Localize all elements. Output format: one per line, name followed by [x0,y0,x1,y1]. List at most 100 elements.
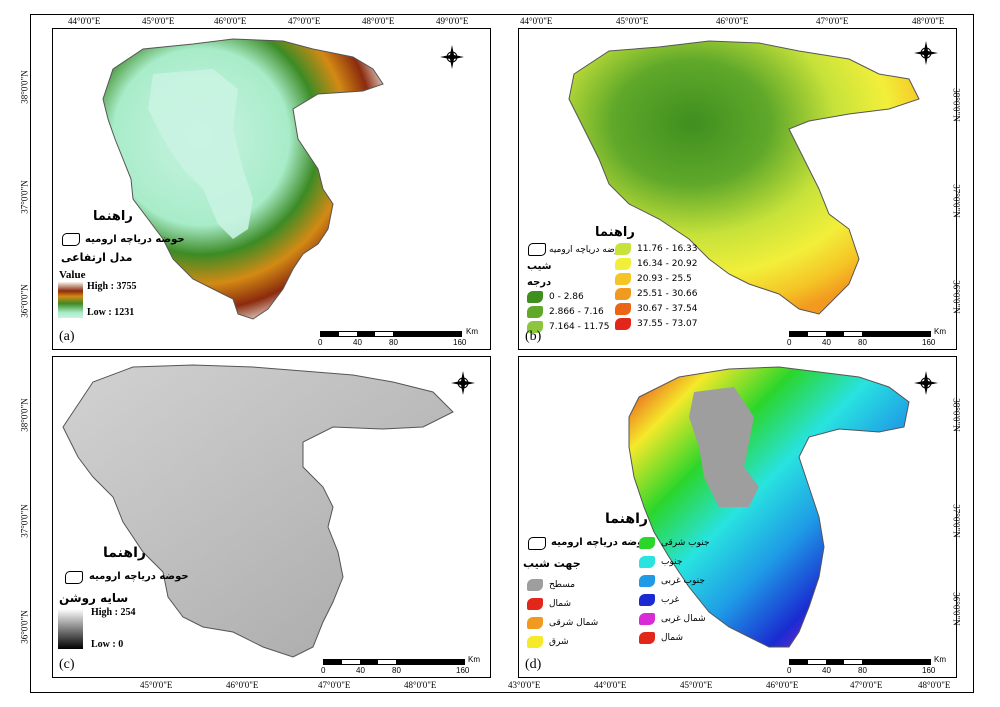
legend-swatch [615,318,631,330]
legend-swatch [615,303,631,315]
legend-title: راهنما [103,545,146,561]
legend-value-title: Value [59,269,86,281]
x-tick: 45°0'0"E [140,680,173,690]
legend-class-label: شرق [549,637,569,647]
x-tick: 46°0'0"E [214,16,247,26]
scale-bar [789,331,931,337]
x-tick: 45°0'0"E [680,680,713,690]
scale-label: 40 [353,338,362,347]
legend-swatch [639,594,655,606]
legend-class-label: مسطح [549,580,576,590]
x-tick: 45°0'0"E [616,16,649,26]
scale-bar [323,659,465,665]
y-tick: 38°0'0"N [951,398,962,432]
scale-label: Km [468,655,480,664]
x-tick: 48°0'0"E [912,16,945,26]
y-tick: 37°0'0"N [951,504,962,538]
elevation-map [102,38,384,320]
basin-outline-icon [62,233,80,246]
north-arrow-icon [449,369,477,397]
x-tick: 47°0'0"E [816,16,849,26]
legend-class-label: شمال غربی [661,614,706,624]
scale-label: 40 [822,666,831,675]
y-tick: 36°0'0"N [951,280,962,314]
basin-shape [628,366,910,648]
scale-label: 0 [321,666,326,675]
y-tick: 36°0'0"N [19,610,30,644]
legend-high: High : 3755 [87,281,137,292]
basin-outline-icon [528,243,546,256]
panel-b-slope: راهنما حوضه دریاچه ارومیه شیب درجه 0 - 2… [518,28,957,350]
scale-label: 40 [356,666,365,675]
basin-outline-icon [65,571,83,584]
legend-layer: جهت شیب [523,557,581,570]
legend-swatch [639,613,655,625]
legend-swatch [615,288,631,300]
basin-shape [568,40,920,315]
legend-class-label: 2.866 - 7.16 [549,307,604,317]
legend-title: راهنما [595,225,635,240]
legend-class-label: 30.67 - 37.54 [637,304,698,314]
legend-class-label: شمال شرقی [549,618,599,628]
scale-label: Km [934,327,946,336]
y-tick: 38°0'0"N [951,88,962,122]
y-tick: 38°0'0"N [19,398,30,432]
legend-class-label: جنوب شرقی [661,538,710,548]
x-tick: 47°0'0"E [850,680,883,690]
lake-flat-area [689,387,759,507]
scale-label: 160 [922,666,936,675]
legend-class-label: شمال [661,633,684,643]
legend-swatch [639,556,655,568]
y-tick: 37°0'0"N [19,504,30,538]
legend-low: Low : 1231 [87,307,135,318]
x-tick: 43°0'0"E [508,680,541,690]
legend-swatch [639,575,655,587]
legend-swatch [639,537,655,549]
legend-unit: درجه [527,277,552,288]
panel-label: (d) [525,657,542,672]
y-tick: 36°0'0"N [951,592,962,626]
legend-title: راهنما [93,209,133,224]
legend-class-label: غرب [661,595,680,605]
scale-label: Km [934,655,946,664]
y-tick: 37°0'0"N [951,184,962,218]
basin-outline-icon [528,537,546,550]
scale-label: 0 [787,666,792,675]
legend-basin: حوضه دریاچه ارومیه [549,245,625,255]
x-tick: 44°0'0"E [520,16,553,26]
panel-c-hillshade: راهنما حوضه دریاچه ارومیه سایه روشن High… [52,356,491,678]
scale-bar [320,331,462,337]
legend-title: راهنما [605,511,648,527]
x-tick: 48°0'0"E [362,16,395,26]
legend-layer: مدل ارتفاعی [61,251,133,264]
x-tick: 49°0'0"E [436,16,469,26]
x-tick: 48°0'0"E [404,680,437,690]
scale-label: 80 [392,666,401,675]
legend-swatch [527,291,543,303]
legend-layer: سایه روشن [59,591,129,605]
scale-label: 0 [318,338,323,347]
x-tick: 46°0'0"E [716,16,749,26]
legend-class-label: 7.164 - 11.75 [549,322,610,332]
x-tick: 47°0'0"E [318,680,351,690]
slope-map [568,40,920,315]
panel-label: (c) [59,657,75,672]
legend-low: Low : 0 [91,639,124,650]
legend-swatch [527,306,543,318]
legend-basin: حوضه دریاچه ارومیه [89,571,189,582]
aspect-map [628,366,910,648]
panel-a-elevation: راهنما حوضه دریاچه ارومیه مدل ارتفاعی Va… [52,28,491,350]
x-tick: 47°0'0"E [288,16,321,26]
scale-label: 80 [858,666,867,675]
north-arrow-icon [438,43,466,71]
legend-swatch [615,258,631,270]
panel-label: (b) [525,329,542,344]
legend-swatch [615,243,631,255]
scale-label: 0 [787,338,792,347]
legend-swatch [527,321,543,333]
legend-swatch [527,617,543,629]
north-arrow-icon [912,39,940,67]
y-tick: 38°0'0"N [19,70,30,104]
y-tick: 36°0'0"N [19,284,30,318]
elevation-color-ramp [58,282,83,318]
